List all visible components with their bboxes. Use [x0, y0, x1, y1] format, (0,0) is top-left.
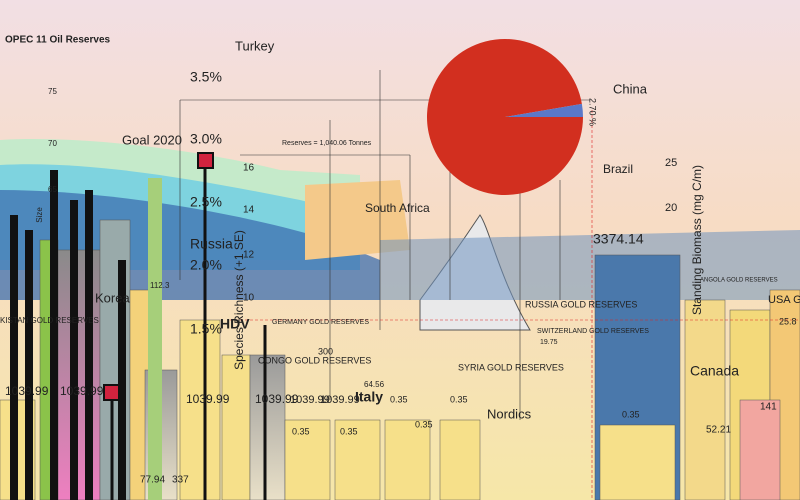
label: Canada — [690, 363, 739, 379]
label: 300 — [318, 346, 333, 356]
bar — [284, 419, 331, 500]
label: 65 — [48, 185, 57, 194]
label: 3.5% — [190, 69, 222, 85]
label: KISTAN GOLD RESERVES — [0, 316, 99, 325]
label: China — [613, 81, 648, 96]
label: 20 — [665, 202, 677, 214]
label: 0.35 — [622, 409, 640, 419]
label: OPEC 11 Oil Reserves — [5, 35, 111, 46]
label: Goal 2020 — [122, 132, 182, 147]
bar — [221, 354, 251, 500]
label: 25 — [665, 157, 677, 169]
label: 2.0% — [190, 257, 222, 273]
label: 10 — [243, 293, 255, 304]
label: CONGO GOLD RESERVES — [258, 355, 371, 365]
bar — [739, 399, 781, 500]
label: USA GO — [768, 294, 800, 306]
label: 1039.99 — [320, 394, 360, 406]
label: HDV — [220, 316, 250, 332]
label: 0.35 — [292, 426, 310, 436]
label: Standing Biomass (mg C/m) — [690, 165, 704, 315]
label: GERMANY GOLD RESERVES — [272, 319, 369, 326]
label: 1039.99 — [60, 384, 104, 398]
label: 75 — [48, 87, 57, 96]
label: 14 — [243, 205, 255, 216]
bars — [0, 170, 800, 500]
bar — [10, 215, 18, 500]
label: 1.5% — [190, 321, 222, 337]
bar — [50, 170, 58, 500]
bar — [384, 419, 431, 500]
bar — [85, 190, 93, 500]
label: 337 — [172, 475, 189, 486]
bar — [25, 230, 33, 500]
label: 1039.99 — [255, 392, 299, 406]
pie-chart — [427, 39, 583, 196]
label: 1039.99 — [290, 394, 330, 406]
label: Species Richness (+1 SE) — [232, 230, 246, 370]
label: Turkey — [235, 38, 275, 53]
label: 70 — [48, 139, 57, 148]
label: 19.75 — [540, 339, 558, 346]
label: 3374.14 — [593, 231, 644, 247]
label: 1039.99 — [186, 392, 230, 406]
label: 0.35 — [450, 394, 468, 404]
label: 25.8 — [779, 316, 797, 326]
pie-slice — [505, 103, 583, 117]
label: 0.35 — [390, 394, 408, 404]
label: Russia — [190, 236, 233, 252]
labels: OPEC 11 Oil Reserves Turkey China Brazil Sou… — [0, 35, 800, 486]
label: ANGOLA GOLD RESERVES — [700, 278, 778, 284]
label: 3.0% — [190, 131, 222, 147]
label: 77.94 — [140, 475, 165, 486]
bar — [179, 319, 221, 500]
label: Italy — [355, 389, 383, 405]
label: 112.3 — [150, 281, 170, 290]
band — [380, 230, 800, 300]
bar — [70, 200, 78, 500]
label: Korea — [95, 290, 130, 305]
label: 141 — [760, 402, 777, 413]
label: 52.21 — [706, 425, 731, 436]
bar — [249, 354, 286, 500]
bar — [148, 178, 162, 500]
bar — [599, 424, 676, 500]
label: 12 — [243, 250, 255, 261]
bar — [57, 249, 101, 500]
leader-lines — [110, 70, 800, 500]
label: 16 — [243, 163, 255, 174]
pie-slice — [427, 39, 583, 196]
label: 0.35 — [415, 419, 433, 429]
label: 0.35 — [340, 426, 358, 436]
label: 2.5% — [190, 194, 222, 210]
bar — [684, 299, 726, 500]
marker — [103, 384, 120, 401]
label: SWITZERLAND GOLD RESERVES — [537, 328, 649, 335]
bar — [439, 419, 481, 500]
label: Reserves = 1,040.06 Tonnes — [282, 140, 372, 147]
label: Size — [35, 207, 44, 223]
label: SYRIA GOLD RESERVES — [458, 362, 564, 372]
label: 1039.99 — [5, 384, 49, 398]
label: 2.70 % — [588, 98, 598, 126]
label: South Africa — [365, 201, 430, 215]
bar — [118, 260, 126, 500]
label: Brazil — [603, 162, 633, 176]
label: RUSSIA GOLD RESERVES — [525, 299, 637, 309]
label: 64.56 — [364, 380, 385, 389]
marker — [197, 152, 214, 169]
label: Nordics — [487, 406, 532, 421]
bar — [334, 419, 381, 500]
